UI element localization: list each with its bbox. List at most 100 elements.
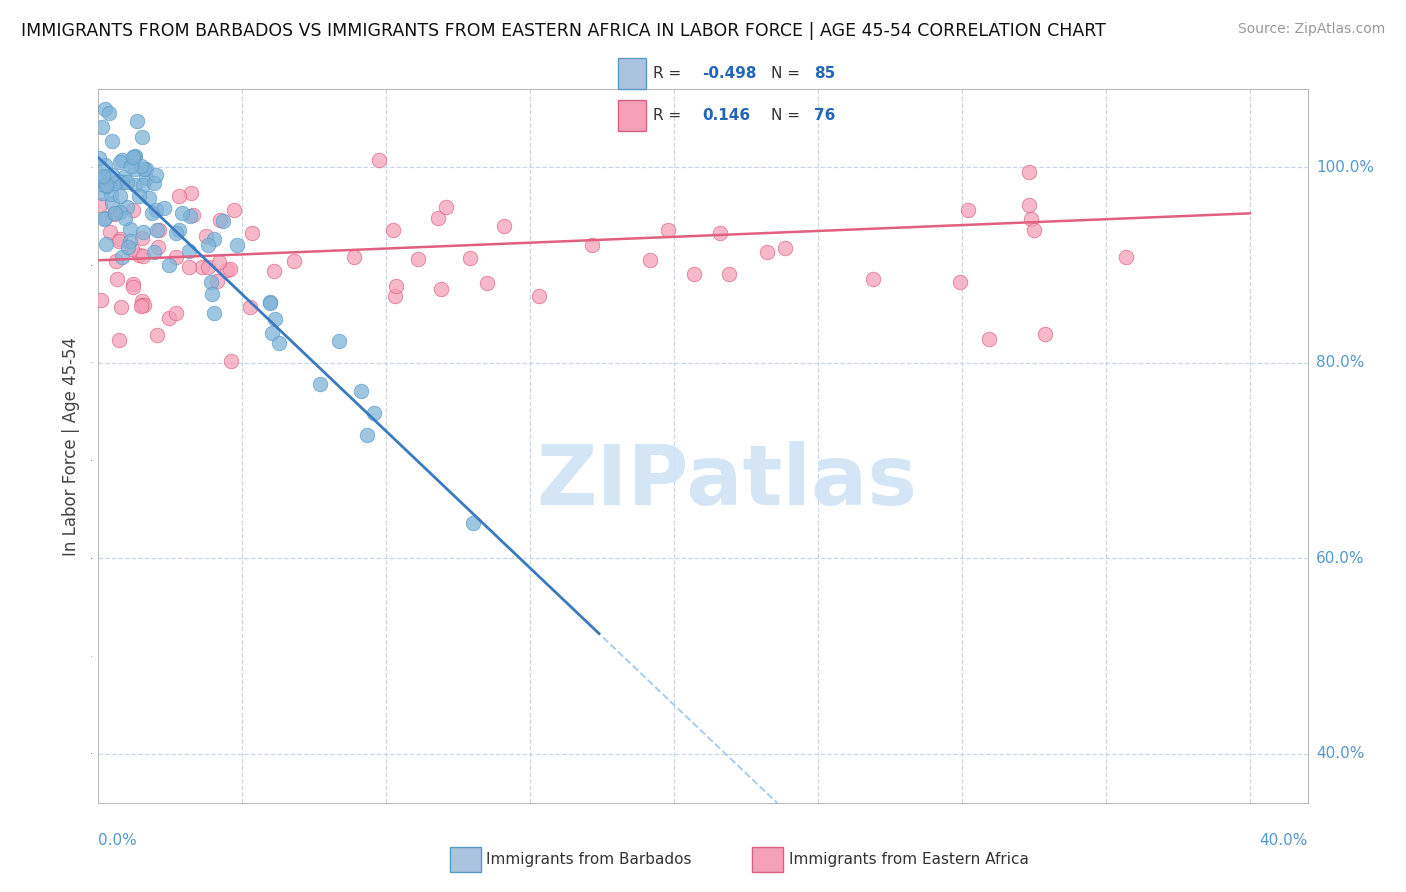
Point [121, 243, 143, 257]
Text: R =: R = [652, 108, 686, 123]
Point [283, 253, 305, 268]
Point [179, 209, 201, 223]
Point [111, 175, 134, 189]
Point [124, 148, 146, 162]
Point [110, 300, 132, 314]
Point [208, 255, 231, 269]
Text: 60.0%: 60.0% [1316, 551, 1364, 566]
Point [110, 232, 132, 246]
Point [118, 222, 141, 236]
Point [264, 312, 287, 326]
Point [122, 150, 145, 164]
Point [202, 232, 225, 246]
Point [87, 172, 110, 186]
Point [205, 274, 228, 288]
Point [201, 287, 224, 301]
Text: 85: 85 [814, 66, 835, 81]
Point [89, 177, 111, 191]
Point [368, 153, 391, 168]
Point [96, 237, 118, 252]
Point [90, 120, 112, 135]
Point [120, 159, 142, 173]
Text: 0.146: 0.146 [702, 108, 751, 123]
Point [343, 250, 366, 264]
Point [202, 306, 225, 320]
Point [197, 237, 219, 252]
Point [121, 277, 143, 292]
Point [117, 240, 139, 254]
Point [132, 298, 155, 312]
Text: 0.0%: 0.0% [98, 833, 138, 848]
Point [263, 264, 285, 278]
Point [165, 250, 187, 264]
Point [129, 160, 152, 174]
Point [157, 310, 180, 325]
Point [112, 169, 135, 184]
Point [117, 175, 139, 189]
Point [141, 206, 163, 220]
Point [124, 161, 146, 176]
Point [107, 174, 129, 188]
Text: N =: N = [770, 66, 804, 81]
Point [717, 267, 740, 281]
Point [239, 301, 262, 315]
Point [328, 334, 350, 348]
Point [956, 202, 979, 217]
Point [89, 197, 111, 211]
Point [382, 223, 405, 237]
Point [179, 244, 201, 258]
Point [108, 234, 131, 248]
Point [132, 225, 155, 239]
Point [132, 178, 155, 192]
Point [94, 211, 117, 225]
Point [103, 207, 125, 221]
Point [131, 293, 153, 308]
Point [177, 260, 200, 274]
Point [94, 158, 117, 172]
Point [98, 225, 121, 239]
Point [682, 267, 704, 281]
Point [862, 272, 884, 286]
Point [226, 237, 249, 252]
Point [110, 189, 132, 203]
Point [145, 327, 167, 342]
Point [183, 208, 205, 222]
Point [195, 229, 218, 244]
Point [124, 178, 146, 193]
Point [114, 211, 136, 225]
Point [100, 187, 122, 202]
Point [146, 240, 169, 254]
Text: Immigrants from Barbados: Immigrants from Barbados [486, 853, 692, 867]
Point [434, 200, 457, 214]
Point [142, 245, 165, 260]
Point [406, 252, 429, 266]
Point [135, 171, 157, 186]
Point [755, 245, 778, 260]
Text: 40.0%: 40.0% [1260, 833, 1308, 848]
Point [363, 406, 385, 420]
Point [93, 212, 115, 227]
Point [657, 223, 679, 237]
Point [146, 223, 169, 237]
Point [267, 335, 290, 350]
Point [200, 275, 222, 289]
Point [212, 213, 235, 227]
Point [89, 171, 111, 186]
Point [309, 376, 332, 391]
Point [170, 206, 193, 220]
Point [104, 206, 127, 220]
Point [105, 272, 128, 286]
Point [100, 168, 122, 182]
Text: ZIPatlas: ZIPatlas [537, 442, 918, 522]
Text: 80.0%: 80.0% [1316, 355, 1364, 370]
Point [135, 161, 157, 176]
Point [1019, 211, 1042, 226]
Point [96, 178, 118, 193]
Point [131, 129, 153, 144]
Point [148, 223, 170, 237]
Point [165, 305, 187, 319]
Point [240, 226, 263, 240]
Point [222, 202, 245, 217]
Point [977, 332, 1000, 346]
Point [108, 205, 131, 219]
